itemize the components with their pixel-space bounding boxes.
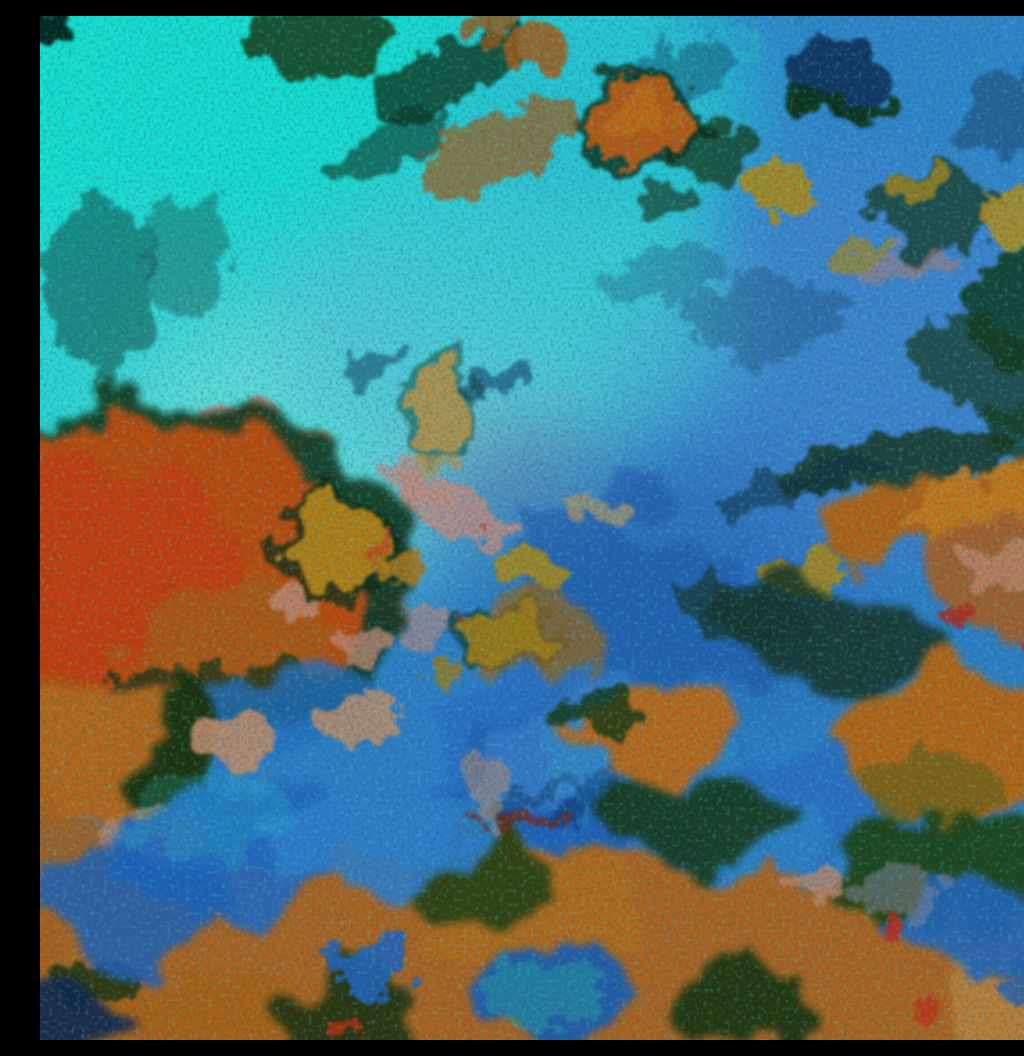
grain-overlay-dark xyxy=(40,16,1024,1040)
false-color-composite xyxy=(40,16,1024,1040)
satellite-image xyxy=(40,16,1024,1040)
